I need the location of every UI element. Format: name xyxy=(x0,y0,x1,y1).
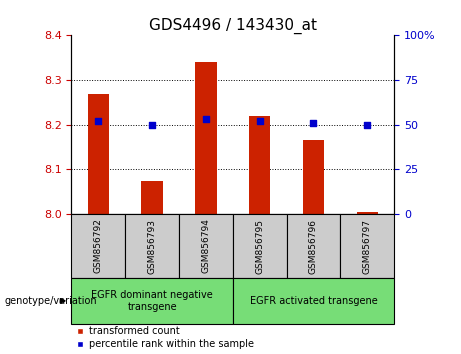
Bar xyxy=(303,141,324,214)
Text: EGFR activated transgene: EGFR activated transgene xyxy=(249,296,378,306)
Text: GSM856796: GSM856796 xyxy=(309,218,318,274)
Text: GSM856792: GSM856792 xyxy=(94,218,103,274)
Bar xyxy=(71,214,125,278)
Bar xyxy=(249,116,271,214)
Point xyxy=(364,122,371,128)
Bar xyxy=(142,181,163,214)
Point xyxy=(148,122,156,128)
Bar xyxy=(195,62,217,214)
Bar xyxy=(71,278,233,324)
Bar xyxy=(233,214,287,278)
Text: GSM856793: GSM856793 xyxy=(148,218,157,274)
Text: GSM856797: GSM856797 xyxy=(363,218,372,274)
Bar xyxy=(340,214,394,278)
Point xyxy=(202,116,210,122)
Point xyxy=(95,118,102,124)
Bar xyxy=(125,214,179,278)
Text: GSM856794: GSM856794 xyxy=(201,218,210,274)
Bar xyxy=(233,278,394,324)
Bar xyxy=(179,214,233,278)
Bar xyxy=(287,214,340,278)
Text: genotype/variation: genotype/variation xyxy=(5,296,97,306)
Text: GSM856795: GSM856795 xyxy=(255,218,264,274)
Bar xyxy=(88,93,109,214)
Bar xyxy=(356,212,378,214)
Legend: transformed count, percentile rank within the sample: transformed count, percentile rank withi… xyxy=(77,326,254,349)
Point xyxy=(310,120,317,126)
Title: GDS4496 / 143430_at: GDS4496 / 143430_at xyxy=(149,18,317,34)
Text: EGFR dominant negative
transgene: EGFR dominant negative transgene xyxy=(91,290,213,312)
Point xyxy=(256,118,263,124)
